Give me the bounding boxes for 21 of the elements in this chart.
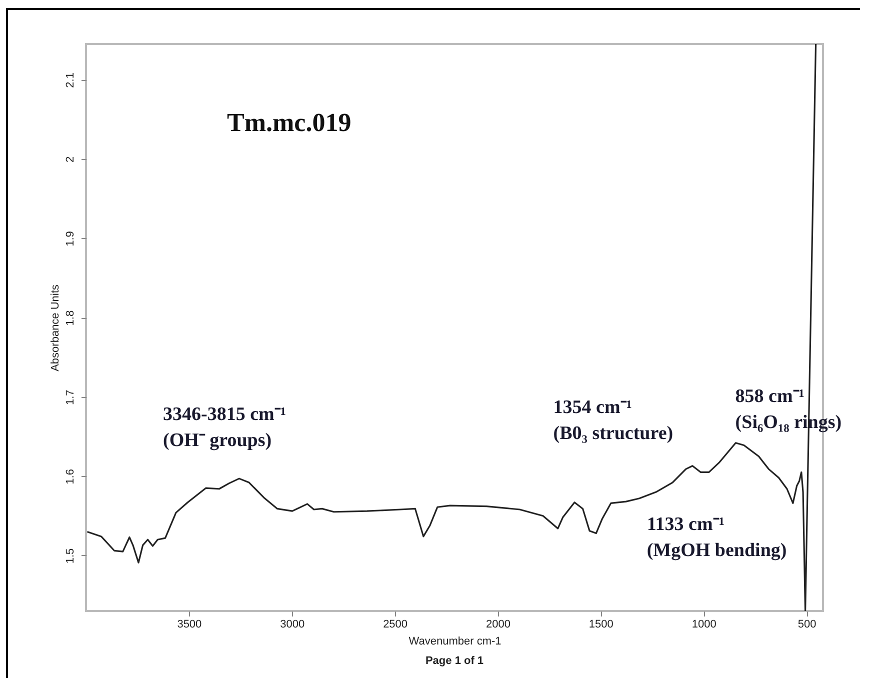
x-tick-label: 1500 [588, 618, 614, 630]
y-tick-label: 1.5 [64, 548, 76, 564]
y-axis-title: Absorbance Units [50, 284, 62, 372]
y-tick-label: 2.1 [64, 72, 76, 88]
x-tick-label: 2500 [383, 618, 408, 630]
x-axis-title: Wavenumber cm-1 [408, 636, 502, 648]
y-tick-label: 1.6 [64, 469, 76, 484]
x-tick-label: 2000 [486, 618, 510, 630]
annotation: 1354 cm⁻¹ (B0₃ structure) [553, 396, 674, 444]
x-tick-label: 3500 [177, 618, 202, 630]
annotation: 1133 cm⁻¹ (MgOH bending) [646, 514, 787, 562]
y-tick-label: 2 [64, 156, 76, 163]
annotation: 3346-3815 cm⁻¹ (OH⁻ groups) [163, 404, 286, 452]
text: Page 1 of 1 [425, 655, 484, 667]
y-tick-label: 1.7 [64, 390, 76, 406]
text: Tm.mc.019 [227, 108, 352, 137]
x-tick-label: 1000 [692, 618, 716, 630]
x-tick-label: 3000 [280, 618, 305, 630]
x-tick-label: 500 [798, 618, 816, 630]
y-tick-label: 1.9 [64, 231, 76, 246]
y-tick-label: 1.8 [64, 310, 76, 326]
